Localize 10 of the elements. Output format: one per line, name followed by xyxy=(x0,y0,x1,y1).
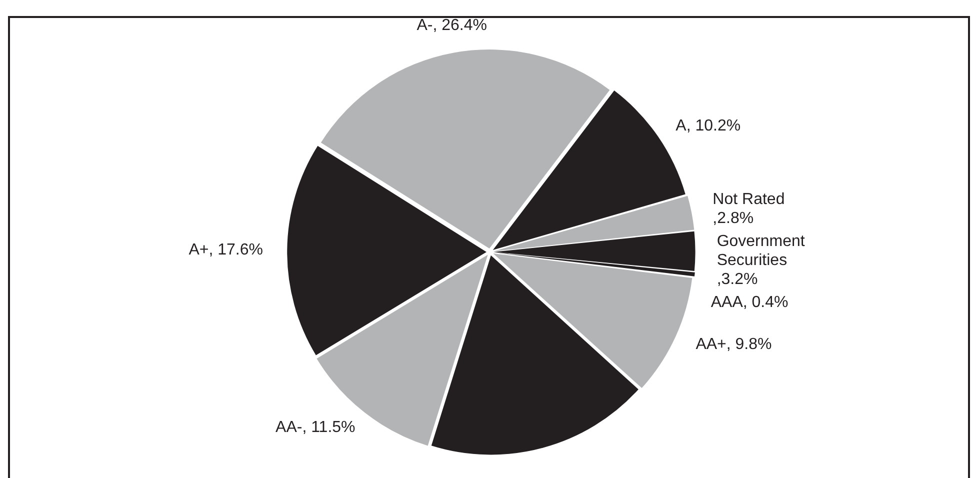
slice-label: AA-, 11.5% xyxy=(276,418,356,436)
slice-label: A, 10.2% xyxy=(676,117,741,134)
slice-label: AAA, 0.4% xyxy=(710,294,788,312)
slice-label: AA+, 9.8% xyxy=(696,336,772,354)
slice-label: A-, 26.4% xyxy=(416,16,487,34)
data-label: ,3.2% xyxy=(716,271,758,288)
data-label: ,2.8% xyxy=(712,210,754,228)
slice-label: Not Rated xyxy=(712,191,785,208)
slice-label: Government Securities xyxy=(716,233,806,270)
slice-label: A+, 17.6% xyxy=(188,242,264,259)
